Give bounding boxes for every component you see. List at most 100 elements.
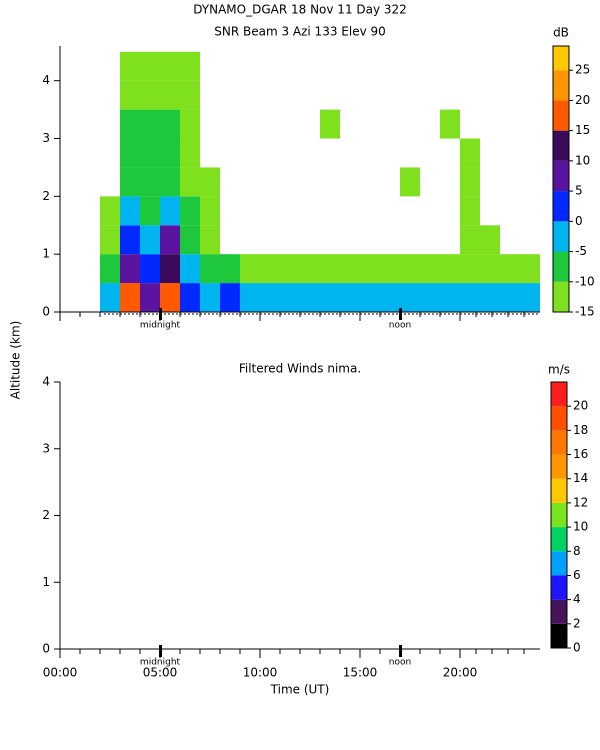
heatmap-cell bbox=[160, 196, 180, 226]
annotation-marker bbox=[399, 308, 402, 320]
colorbar-tick-label: 15 bbox=[575, 123, 590, 137]
heatmap-cell bbox=[460, 225, 480, 255]
heatmap-cell bbox=[460, 196, 480, 226]
colorbar-tick-label: 20 bbox=[573, 399, 588, 413]
colorbar-band bbox=[551, 527, 567, 552]
colorbar-band bbox=[551, 478, 567, 503]
y-tick-label: 3 bbox=[42, 441, 50, 455]
heatmap-cell bbox=[260, 283, 280, 312]
heatmap-cell bbox=[120, 254, 140, 284]
colorbar-tick-label: 10 bbox=[575, 153, 590, 167]
annotation: noon bbox=[389, 658, 411, 668]
heatmap-cell bbox=[500, 254, 520, 284]
colorbar-tick-label: 5 bbox=[575, 184, 583, 198]
heatmap-cell bbox=[160, 254, 180, 284]
x-tick-label: 00:00 bbox=[43, 666, 78, 680]
heatmap-cell bbox=[180, 51, 200, 81]
colorbar-band bbox=[551, 551, 567, 576]
heatmap-cell bbox=[280, 254, 300, 284]
heatmap-cell bbox=[180, 254, 200, 284]
colorbar-tick-label: -5 bbox=[575, 244, 587, 258]
heatmap-cell bbox=[140, 167, 160, 197]
colorbar-tick-label: 12 bbox=[573, 495, 588, 509]
heatmap-cell bbox=[320, 283, 340, 312]
colorbar-tick-label: 16 bbox=[573, 447, 588, 461]
heatmap-cell bbox=[400, 283, 420, 312]
heatmap-cell bbox=[160, 138, 180, 168]
y-tick-label: 2 bbox=[42, 189, 50, 203]
heatmap-cell bbox=[120, 283, 140, 312]
y-tick-label: 1 bbox=[42, 575, 50, 589]
heatmap-cell bbox=[180, 196, 200, 226]
heatmap-cell bbox=[360, 254, 380, 284]
heatmap-cell bbox=[440, 254, 460, 284]
heatmap-cell bbox=[140, 254, 160, 284]
heatmap-cell bbox=[120, 167, 140, 197]
heatmap-cell bbox=[180, 167, 200, 197]
heatmap-cell bbox=[120, 138, 140, 168]
x-axis-label: Time (UT) bbox=[270, 683, 330, 697]
heatmap-cell bbox=[200, 254, 220, 284]
heatmap-cell bbox=[160, 283, 180, 312]
y-tick-label: 0 bbox=[42, 642, 50, 656]
heatmap-cell bbox=[180, 225, 200, 255]
colorbar-band bbox=[551, 382, 567, 407]
annotation: midnight bbox=[140, 658, 181, 668]
annotation-marker bbox=[159, 308, 162, 320]
heatmap-cell bbox=[180, 283, 200, 312]
heatmap-cell bbox=[120, 51, 140, 81]
x-tick-label: 15:00 bbox=[343, 666, 378, 680]
y-tick-label: 4 bbox=[42, 73, 50, 87]
colorbar-band bbox=[551, 454, 567, 479]
heatmap-cell bbox=[520, 254, 540, 284]
colorbar-band bbox=[551, 430, 567, 455]
colorbar-tick-label: -10 bbox=[575, 274, 595, 288]
chart-title: DYNAMO_DGAR 18 Nov 11 Day 322 bbox=[193, 3, 407, 17]
heatmap-cell bbox=[260, 254, 280, 284]
heatmap-cell bbox=[420, 283, 440, 312]
heatmap-cell bbox=[460, 167, 480, 197]
colorbar-frame bbox=[550, 381, 568, 649]
heatmap-cell bbox=[120, 80, 140, 110]
colorbar-tick-label: 14 bbox=[573, 471, 588, 485]
heatmap-cell bbox=[280, 283, 300, 312]
heatmap-cell bbox=[100, 283, 120, 312]
heatmap-cell bbox=[300, 283, 320, 312]
colorbar-tick-label: 6 bbox=[573, 568, 581, 582]
heatmap-cell bbox=[460, 283, 480, 312]
heatmap-cell bbox=[520, 283, 540, 312]
heatmap-cell bbox=[380, 283, 400, 312]
y-tick-label: 1 bbox=[42, 247, 50, 261]
heatmap-cell bbox=[400, 167, 420, 197]
heatmap-cell bbox=[420, 254, 440, 284]
heatmap-cell bbox=[140, 138, 160, 168]
heatmap-cell bbox=[300, 254, 320, 284]
colorbar-band bbox=[553, 191, 569, 222]
heatmap-cell bbox=[440, 283, 460, 312]
heatmap-cell bbox=[480, 225, 500, 255]
heatmap-cell bbox=[200, 225, 220, 255]
heatmap-cell bbox=[500, 283, 520, 312]
heatmap-cell bbox=[100, 196, 120, 226]
y-tick-label: 2 bbox=[42, 508, 50, 522]
colorbar-band bbox=[551, 575, 567, 600]
heatmap-cell bbox=[240, 254, 260, 284]
heatmap-cell bbox=[140, 80, 160, 110]
y-tick-label: 0 bbox=[42, 305, 50, 319]
colorbar-tick-label: 4 bbox=[573, 592, 581, 606]
colorbar-band bbox=[551, 599, 567, 624]
annotation: midnight bbox=[140, 321, 181, 331]
heatmap-cell bbox=[200, 167, 220, 197]
chart-subtitle: SNR Beam 3 Azi 133 Elev 90 bbox=[214, 25, 386, 39]
annotation-marker bbox=[159, 645, 162, 657]
heatmap-cell bbox=[340, 254, 360, 284]
y-axis-label: Altitude (km) bbox=[9, 321, 23, 400]
colorbar-tick-label: 0 bbox=[573, 641, 581, 655]
heatmap-cell bbox=[120, 225, 140, 255]
colorbar-tick-label: 2 bbox=[573, 616, 581, 630]
colorbar-band bbox=[551, 502, 567, 528]
colorbar-band bbox=[553, 100, 569, 131]
annotation-marker bbox=[399, 645, 402, 657]
heatmap-cell bbox=[100, 254, 120, 284]
